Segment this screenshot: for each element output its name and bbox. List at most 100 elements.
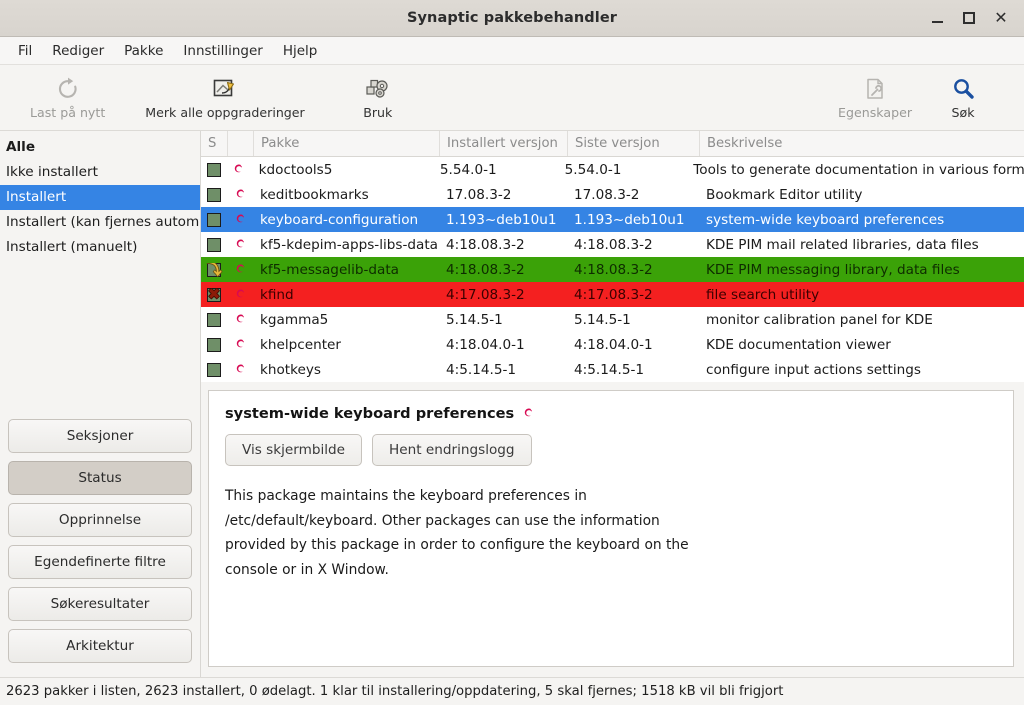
package-rows: kdoctools5 5.54.0-1 5.54.0-1 Tools to gener… <box>201 157 1024 382</box>
properties-label: Egenskaper <box>838 105 912 120</box>
status-square-installed-icon[interactable] <box>207 362 221 377</box>
sidebar-buttons: Seksjoner Status Opprinnelse Egendefiner… <box>0 419 200 677</box>
column-header-installert-versjon[interactable]: Installert versjon <box>439 131 567 156</box>
sidebar-button-seksjoner[interactable]: Seksjoner <box>8 419 192 453</box>
debian-swirl-icon <box>525 408 533 417</box>
row-status-cell[interactable] <box>201 337 227 352</box>
status-square-installed-icon[interactable] <box>207 312 221 327</box>
row-installed-version: 1.193~deb10u1 <box>446 211 557 228</box>
search-button[interactable]: Søk <box>922 73 1004 122</box>
status-square-upgrade-icon[interactable]: ⤵ <box>206 262 222 277</box>
filter-list: Alle Ikke installert Installert Installe… <box>0 131 200 260</box>
menu-item-innstillinger[interactable]: Innstillinger <box>183 42 263 59</box>
table-row[interactable]: kf5-kdepim-apps-libs-data 4:18.08.3-2 4:18… <box>201 232 1024 257</box>
detail-description: This package maintains the keyboard pref… <box>225 488 689 578</box>
screenshot-button[interactable]: Vis skjermbilde <box>225 434 363 466</box>
table-row[interactable]: khelpcenter 4:18.04.0-1 4:18.04.0-1 KDE doc… <box>201 332 1024 357</box>
window-title: Synaptic pakkebehandler <box>406 10 618 26</box>
column-header-status-label: S <box>208 136 217 151</box>
filter-item-alle[interactable]: Alle <box>6 139 36 155</box>
status-square-installed-icon[interactable] <box>207 237 221 252</box>
row-latest-version: 5.14.5-1 <box>574 311 631 328</box>
close-icon: ✕ <box>994 8 1008 27</box>
status-square-installed-icon[interactable] <box>207 212 221 227</box>
debian-swirl-icon <box>236 214 244 223</box>
column-header-siste-versjon-label: Siste versjon <box>575 136 660 151</box>
maximize-button[interactable] <box>954 3 984 33</box>
changelog-button[interactable]: Hent endringslogg <box>372 434 532 466</box>
detail-title: system-wide keyboard preferences <box>225 405 997 422</box>
sidebar-button-sokeresultater[interactable]: Søkeresultater <box>8 587 192 621</box>
row-latest-version: 1.193~deb10u1 <box>574 211 685 228</box>
reload-button[interactable]: Last på nytt <box>20 73 115 122</box>
row-latest-version: 4:5.14.5-1 <box>574 361 645 378</box>
detail-pane-wrap: system-wide keyboard preferences Vis skj… <box>201 382 1024 677</box>
table-row[interactable]: kdoctools5 5.54.0-1 5.54.0-1 Tools to gener… <box>201 157 1024 182</box>
status-square-installed-icon[interactable] <box>207 337 221 352</box>
row-status-cell[interactable]: ✖ <box>201 287 227 302</box>
filter-item-installert-manuelt[interactable]: Installert (manuelt) <box>6 239 138 255</box>
debian-swirl-icon <box>236 289 244 298</box>
row-installed-version: 17.08.3-2 <box>446 186 512 203</box>
table-row[interactable]: keyboard-configuration 1.193~deb10u1 1.193… <box>201 207 1024 232</box>
column-header-beskrivelse[interactable]: Beskrivelse <box>699 131 1024 156</box>
menu-item-pakke[interactable]: Pakke <box>124 42 164 59</box>
close-button[interactable]: ✕ <box>986 3 1016 33</box>
apply-label: Bruk <box>363 105 393 120</box>
table-row[interactable]: keditbookmarks 17.08.3-2 17.08.3-2 Bookmark… <box>201 182 1024 207</box>
main-body: Alle Ikke installert Installert Installe… <box>0 131 1024 677</box>
menu-item-hjelp[interactable]: Hjelp <box>282 42 318 59</box>
row-latest-version: 4:17.08.3-2 <box>574 286 653 303</box>
filter-item-ikke-installert[interactable]: Ikke installert <box>6 164 98 180</box>
status-square-remove-icon[interactable]: ✖ <box>207 287 221 302</box>
row-latest-version: 4:18.04.0-1 <box>574 336 653 353</box>
filter-item-installert[interactable]: Installert <box>0 185 200 210</box>
row-package-name: kfind <box>260 286 294 303</box>
row-installed-version: 4:17.08.3-2 <box>446 286 525 303</box>
sidebar-spacer <box>0 260 200 419</box>
remove-cross-icon: ✖ <box>207 287 221 302</box>
row-status-cell[interactable] <box>201 162 226 177</box>
minimize-button[interactable] <box>922 3 952 33</box>
sidebar-button-arkitektur[interactable]: Arkitektur <box>8 629 192 663</box>
column-header-siste-versjon[interactable]: Siste versjon <box>567 131 699 156</box>
sidebar-button-opprinnelse[interactable]: Opprinnelse <box>8 503 192 537</box>
status-square-installed-icon[interactable] <box>207 187 221 202</box>
row-package-name: kdoctools5 <box>258 161 333 178</box>
row-status-cell[interactable] <box>201 362 227 377</box>
table-row[interactable]: ⤵ kf5-messagelib-data 4:18.08.3-2 4:18.08.3… <box>201 257 1024 282</box>
row-status-cell[interactable]: ⤵ <box>201 262 227 277</box>
column-header-pakke-label: Pakke <box>261 136 300 151</box>
row-installed-version: 4:18.08.3-2 <box>446 236 525 253</box>
sidebar: Alle Ikke installert Installert Installe… <box>0 131 201 677</box>
row-status-cell[interactable] <box>201 312 227 327</box>
status-square-installed-icon[interactable] <box>206 162 221 177</box>
mark-all-upgrades-button[interactable]: Merk alle oppgraderinger <box>135 73 314 122</box>
column-header-status[interactable]: S <box>201 131 227 156</box>
menu-item-rediger[interactable]: Rediger <box>52 42 105 59</box>
column-header-pakke[interactable]: Pakke <box>253 131 439 156</box>
row-description: Bookmark Editor utility <box>706 186 863 203</box>
table-row[interactable]: khotkeys 4:5.14.5-1 4:5.14.5-1 configure in… <box>201 357 1024 382</box>
apply-button[interactable]: Bruk <box>337 73 419 122</box>
debian-swirl-icon <box>236 364 244 373</box>
row-status-cell[interactable] <box>201 187 227 202</box>
row-status-cell[interactable] <box>201 237 227 252</box>
row-installed-version: 5.54.0-1 <box>439 161 497 178</box>
row-status-cell[interactable] <box>201 212 227 227</box>
properties-button[interactable]: Egenskaper <box>828 73 922 122</box>
row-description: system-wide keyboard preferences <box>706 211 945 228</box>
menu-item-fil[interactable]: Fil <box>18 42 33 59</box>
sidebar-button-egendefinerte-filtre[interactable]: Egendefinerte filtre <box>8 545 192 579</box>
table-row[interactable]: kgamma5 5.14.5-1 5.14.5-1 monitor calibrati… <box>201 307 1024 332</box>
filter-item-installert-automatisk[interactable]: Installert (kan fjernes automatisk) <box>6 214 200 230</box>
row-description: configure input actions settings <box>706 361 921 378</box>
row-origin-cell <box>227 262 253 277</box>
row-origin-cell <box>227 212 253 227</box>
column-header-flag[interactable] <box>227 131 253 156</box>
sidebar-button-status[interactable]: Status <box>8 461 192 495</box>
package-list-header: S Pakke Installert versjon Siste versjon… <box>201 131 1024 157</box>
table-row[interactable]: ✖ kfind 4:17.08.3-2 4:17.08.3-2 file search … <box>201 282 1024 307</box>
row-package-name: kf5-kdepim-apps-libs-data <box>260 236 438 253</box>
